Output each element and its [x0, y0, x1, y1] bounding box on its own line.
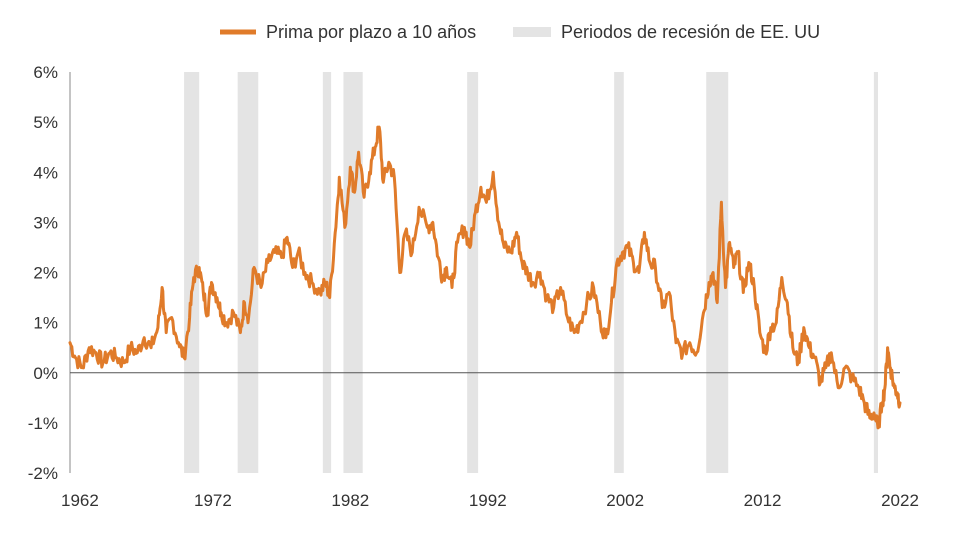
y-tick-label: 1%: [33, 314, 58, 333]
recession-band-6: [614, 72, 624, 473]
x-tick-label: 1992: [469, 491, 507, 510]
x-tick-label: 2012: [744, 491, 782, 510]
y-tick-label: 3%: [33, 213, 58, 232]
x-tick-label: 1972: [194, 491, 232, 510]
y-tick-label: 0%: [33, 364, 58, 383]
recession-band-4: [343, 72, 363, 473]
y-tick-label: 4%: [33, 163, 58, 182]
x-tick-label: 2022: [881, 491, 919, 510]
y-tick-label: -2%: [28, 464, 58, 483]
legend-label-term-premium: Prima por plazo a 10 años: [266, 22, 476, 42]
legend: Prima por plazo a 10 años Periodos de re…: [220, 22, 820, 42]
y-tick-label: 2%: [33, 264, 58, 283]
x-axis-ticks: 1962 1972 1982 1992 2002 2012 2022: [61, 491, 919, 510]
y-tick-label: -1%: [28, 414, 58, 433]
x-tick-label: 2002: [606, 491, 644, 510]
x-tick-label: 1962: [61, 491, 99, 510]
legend-swatch-recession: [513, 27, 551, 37]
y-axis-ticks: -2% -1% 0% 1% 2% 3% 4% 5% 6%: [28, 63, 58, 483]
series-layer: [68, 125, 902, 430]
x-tick-label: 1982: [331, 491, 369, 510]
y-tick-label: 5%: [33, 113, 58, 132]
series-line-term-premium: [68, 125, 902, 430]
y-tick-label: 6%: [33, 63, 58, 82]
legend-label-recession: Periodos de recesión de EE. UU: [561, 22, 820, 42]
recession-band-3: [322, 72, 332, 473]
recession-band-8: [873, 72, 879, 473]
recession-band-5: [467, 72, 479, 473]
axes: [69, 72, 900, 473]
